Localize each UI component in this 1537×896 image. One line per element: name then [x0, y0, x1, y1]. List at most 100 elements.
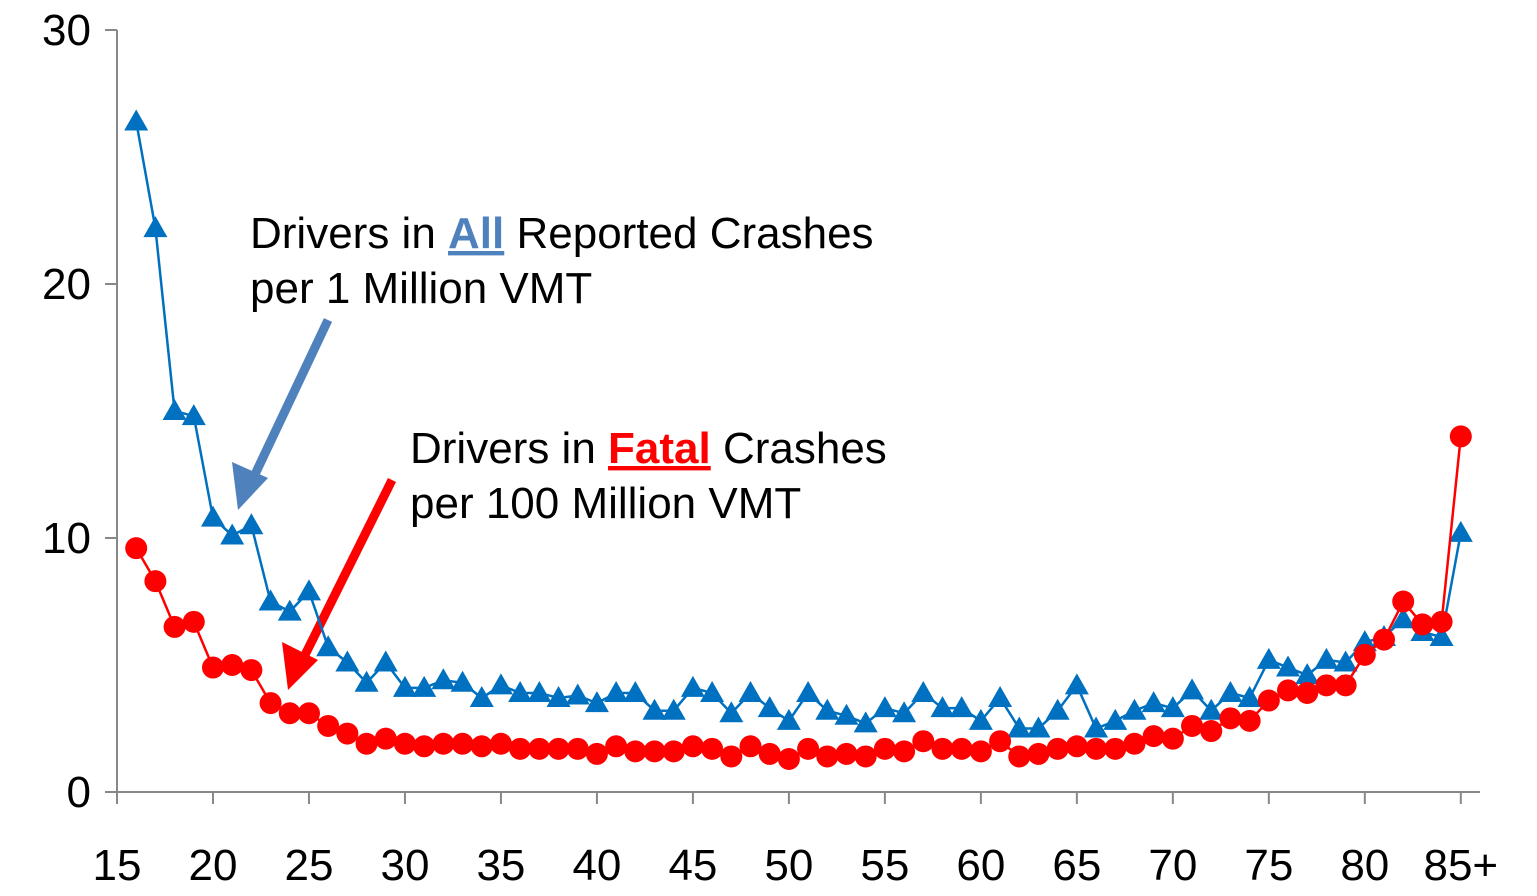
- circle-marker: [1238, 709, 1261, 732]
- triangle-marker: [200, 505, 225, 527]
- triangle-marker: [834, 703, 859, 725]
- triangle-marker: [1391, 607, 1416, 629]
- circle-marker: [1315, 674, 1338, 697]
- annotation: Drivers in All Reported Crashes: [250, 209, 874, 258]
- y-tick-label: 20: [42, 260, 91, 309]
- circle-marker: [451, 732, 474, 755]
- x-tick-label: 35: [476, 841, 525, 890]
- circle-marker: [1296, 681, 1319, 704]
- x-tick-label: 40: [572, 841, 621, 890]
- x-tick-label: 30: [380, 841, 429, 890]
- triangle-marker: [642, 698, 667, 720]
- triangle-marker: [1333, 650, 1358, 672]
- circle-marker: [1065, 735, 1088, 758]
- circle-marker: [393, 732, 416, 755]
- circle-marker: [1411, 613, 1434, 636]
- annotation-text: Drivers in: [410, 424, 608, 473]
- triangle-marker: [431, 668, 456, 690]
- circle-marker: [470, 735, 493, 758]
- triangle-marker: [930, 696, 955, 718]
- series-line: [134, 121, 1463, 731]
- triangle-marker: [392, 675, 417, 697]
- circle-marker: [1104, 737, 1127, 760]
- triangle-marker: [277, 599, 302, 621]
- annotation-text: Reported Crashes: [504, 209, 873, 258]
- circle-marker: [1334, 674, 1357, 697]
- circle-marker: [701, 737, 724, 760]
- circle-marker: [1046, 737, 1069, 760]
- x-tick-label: 55: [860, 841, 909, 890]
- annotation-line2: per 1 Million VMT: [250, 264, 592, 313]
- circle-marker: [605, 735, 628, 758]
- x-tick-label: 75: [1244, 841, 1293, 890]
- triangle-marker: [162, 399, 187, 420]
- triangle-marker: [949, 696, 974, 718]
- x-tick-label: 15: [93, 841, 142, 890]
- triangle-marker: [565, 683, 590, 705]
- triangle-marker: [1180, 678, 1205, 700]
- circle-marker: [854, 745, 877, 768]
- circle-marker: [1161, 727, 1184, 750]
- triangle-marker: [1064, 673, 1089, 695]
- triangle-marker: [1276, 655, 1301, 677]
- circle-marker: [931, 737, 954, 760]
- circle-marker: [1219, 707, 1242, 730]
- triangle-marker: [412, 675, 437, 697]
- circle-marker: [1085, 737, 1108, 760]
- circle-marker: [585, 742, 608, 765]
- triangle-marker: [853, 711, 878, 733]
- circle-marker: [240, 659, 263, 682]
- triangle-marker: [1007, 716, 1032, 738]
- circle-marker: [1430, 610, 1453, 633]
- annotation-text: Crashes: [711, 424, 887, 473]
- triangle-marker: [661, 698, 686, 720]
- circle-marker: [163, 615, 186, 638]
- triangle-marker: [335, 650, 360, 672]
- circle-marker: [278, 702, 301, 725]
- circle-marker: [1277, 679, 1300, 702]
- triangle-marker: [1256, 647, 1281, 669]
- x-tick-label: 45: [668, 841, 717, 890]
- arrow-all: [232, 318, 333, 510]
- circle-marker: [624, 740, 647, 763]
- circle-marker: [547, 737, 570, 760]
- x-tick-label: 60: [956, 841, 1005, 890]
- circle-marker: [432, 732, 455, 755]
- circle-marker: [835, 742, 858, 765]
- arrow-fatal: [282, 477, 397, 690]
- circle-marker: [739, 735, 762, 758]
- triangle-marker: [1122, 698, 1147, 720]
- circle-marker: [125, 537, 148, 560]
- triangle-marker: [373, 650, 398, 672]
- circle-marker: [489, 732, 512, 755]
- triangle-marker: [508, 680, 533, 702]
- circle-marker: [1181, 714, 1204, 737]
- triangle-marker: [1160, 696, 1185, 718]
- circle-marker: [681, 735, 704, 758]
- circle-marker: [662, 740, 685, 763]
- triangle-marker: [239, 513, 264, 535]
- triangle-marker: [1199, 698, 1224, 720]
- circle-marker: [1200, 720, 1223, 743]
- circle-marker: [989, 730, 1012, 753]
- circle-marker: [259, 692, 282, 715]
- triangle-marker: [1103, 708, 1128, 730]
- circle-marker: [1142, 725, 1165, 748]
- triangle-marker: [1295, 663, 1320, 685]
- annotation-highlight: Fatal: [608, 424, 711, 473]
- x-tick-label: 70: [1148, 841, 1197, 890]
- circle-marker: [221, 654, 244, 676]
- circle-marker: [1449, 425, 1472, 448]
- triangle-marker: [815, 698, 840, 720]
- triangle-marker: [738, 680, 763, 702]
- triangle-marker: [296, 579, 321, 601]
- triangle-marker: [143, 216, 168, 238]
- annotation-text: Drivers in: [250, 209, 448, 258]
- circle-marker: [1373, 628, 1396, 651]
- triangle-marker: [1237, 686, 1262, 708]
- circle-marker: [1027, 742, 1050, 765]
- circle-marker: [969, 740, 992, 763]
- triangle-marker: [604, 680, 629, 702]
- x-tick-label: 85+: [1423, 841, 1498, 890]
